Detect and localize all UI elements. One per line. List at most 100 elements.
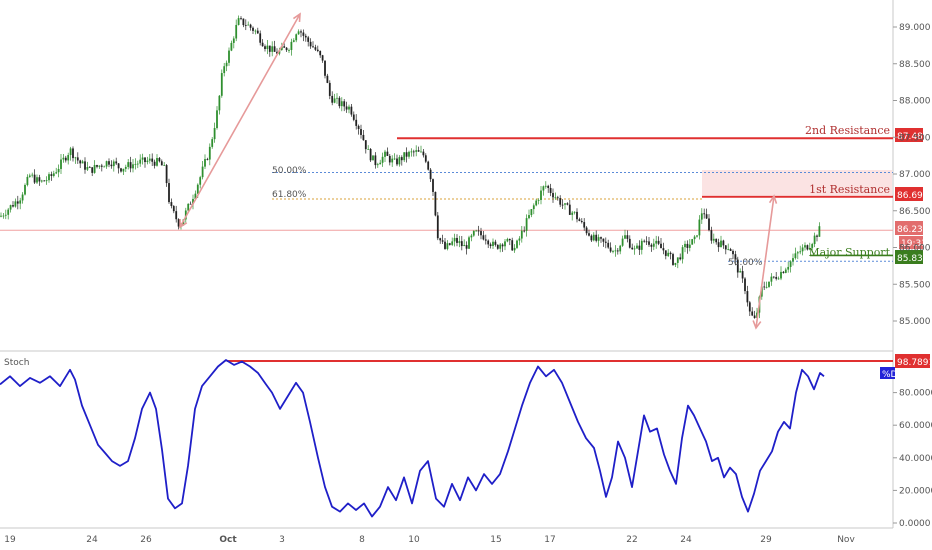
candle-body bbox=[247, 24, 250, 26]
candle-body bbox=[535, 200, 538, 206]
first-resistance-label: 1st Resistance bbox=[809, 183, 890, 196]
candle-body bbox=[360, 129, 362, 135]
time-axis-tick-label: 29 bbox=[760, 535, 772, 545]
candle-body bbox=[799, 251, 802, 253]
candle-body bbox=[57, 168, 60, 173]
price-axis-tick-label: 88.500 bbox=[899, 60, 931, 70]
rally-arrow bbox=[179, 13, 301, 228]
tag-current-price-text: 86.235 bbox=[897, 225, 929, 235]
candle-body bbox=[36, 177, 38, 183]
candle-body bbox=[16, 201, 19, 204]
time-axis-tick-label: 15 bbox=[490, 535, 501, 545]
price-axis-tick-label: 89.000 bbox=[899, 23, 931, 33]
candle-body bbox=[432, 179, 434, 192]
candle-body bbox=[480, 231, 482, 236]
candle-body bbox=[729, 249, 732, 251]
candle-body bbox=[4, 214, 7, 216]
candle-body bbox=[748, 302, 751, 312]
candle-body bbox=[652, 243, 655, 247]
candle-body bbox=[528, 215, 530, 219]
candle-body bbox=[712, 238, 715, 241]
candle-body bbox=[552, 193, 554, 198]
candle-body bbox=[144, 157, 146, 163]
candle-body bbox=[739, 271, 742, 273]
candle-body bbox=[420, 151, 422, 153]
candle-body bbox=[436, 215, 439, 239]
candle-body bbox=[307, 37, 310, 42]
candle-body bbox=[357, 125, 360, 130]
candle-body bbox=[648, 241, 650, 245]
stoch-axis-tick-label: 40.0000 bbox=[899, 454, 932, 464]
candle-body bbox=[199, 177, 202, 185]
candle-body bbox=[655, 240, 658, 244]
candle-body bbox=[700, 213, 703, 220]
candle-body bbox=[340, 101, 343, 107]
candle-body bbox=[136, 163, 139, 165]
candle-body bbox=[787, 266, 790, 270]
price-axis-tick-label: 86.500 bbox=[899, 207, 931, 217]
candle-body bbox=[232, 38, 235, 43]
candle-body bbox=[295, 34, 298, 41]
candle-body bbox=[681, 247, 684, 260]
candle-body bbox=[204, 159, 206, 167]
time-axis-tick-label: 24 bbox=[86, 535, 98, 545]
rally-arrow-tail bbox=[179, 218, 188, 229]
candle-body bbox=[734, 254, 737, 260]
candle-body bbox=[686, 243, 689, 248]
candle-body bbox=[213, 128, 216, 140]
candle-body bbox=[319, 50, 322, 56]
candle-body bbox=[124, 166, 127, 169]
candle-body bbox=[451, 241, 454, 245]
trend-arrows bbox=[179, 12, 778, 330]
candle-body bbox=[600, 237, 602, 239]
time-axis-tick-label: 22 bbox=[626, 535, 637, 545]
candle-body bbox=[501, 244, 504, 247]
candle-body bbox=[45, 180, 48, 182]
candle-body bbox=[667, 252, 670, 256]
candle-body bbox=[302, 32, 305, 36]
candle-body bbox=[453, 237, 456, 242]
candle-body bbox=[48, 174, 50, 181]
candle-body bbox=[362, 134, 365, 141]
candle-body bbox=[79, 160, 82, 164]
candle-body bbox=[624, 235, 626, 239]
candle-body bbox=[446, 243, 449, 249]
candle-body bbox=[784, 269, 787, 273]
candle-body bbox=[405, 152, 408, 157]
candle-body bbox=[309, 41, 312, 47]
candle-body bbox=[422, 151, 425, 156]
candle-body bbox=[240, 18, 242, 19]
candle-body bbox=[703, 213, 706, 215]
candle-body bbox=[192, 198, 194, 205]
time-axis-tick-label: 8 bbox=[359, 535, 365, 545]
candle-body bbox=[489, 244, 492, 247]
candle-body bbox=[463, 245, 466, 247]
price-axis-tick-label: 85.500 bbox=[899, 280, 931, 290]
price-axis-tick-label: 87.500 bbox=[899, 133, 931, 143]
candle-body bbox=[691, 239, 694, 245]
candle-body bbox=[660, 243, 662, 249]
candle-body bbox=[300, 31, 302, 33]
candle-body bbox=[280, 46, 283, 50]
stoch-d-line bbox=[0, 359, 825, 518]
candle-body bbox=[724, 245, 727, 250]
candle-body bbox=[744, 278, 746, 292]
candle-body bbox=[84, 161, 86, 170]
candle-body bbox=[170, 202, 173, 207]
candle-body bbox=[388, 155, 391, 163]
candle-body bbox=[513, 247, 516, 251]
candle-body bbox=[441, 240, 444, 242]
candle-body bbox=[396, 158, 398, 165]
candle-body bbox=[715, 238, 718, 243]
candle-body bbox=[189, 203, 192, 205]
candle-body bbox=[7, 209, 10, 215]
candle-body bbox=[808, 247, 811, 250]
candle-body bbox=[165, 165, 168, 184]
candle-body bbox=[268, 45, 271, 52]
candle-body bbox=[564, 203, 566, 205]
candle-body bbox=[172, 206, 175, 212]
candle-body bbox=[379, 162, 382, 165]
candle-body bbox=[537, 199, 540, 201]
candle-body bbox=[415, 150, 418, 152]
candle-body bbox=[813, 235, 816, 245]
